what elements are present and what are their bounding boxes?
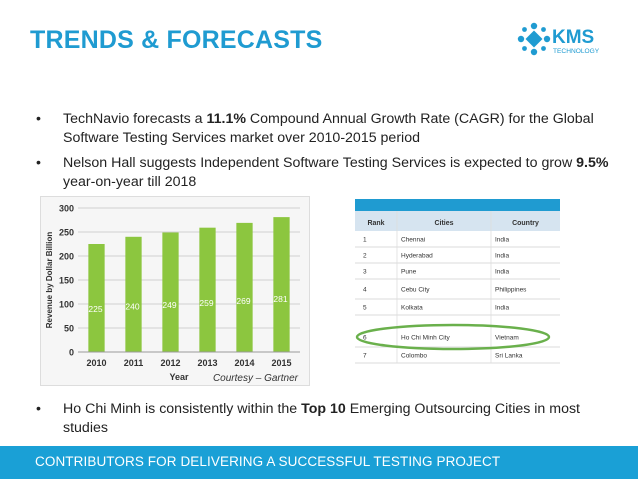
bullet-text-pre: Ho Chi Minh is consistently within the (63, 401, 302, 417)
table-header-row (355, 211, 560, 231)
y-axis-title: Revenue by Dollar Billion (45, 232, 54, 329)
x-tick-label: 2010 (86, 358, 106, 368)
table-cell: 7 (363, 353, 367, 360)
table-cell: Cebu City (401, 287, 430, 294)
bar (199, 227, 216, 352)
table-cell: 1 (363, 237, 367, 244)
table-cell: India (495, 253, 509, 260)
bullet-list-bottom: • Ho Chi Minh is consistently within the… (36, 400, 616, 444)
logo-brand: KMS (552, 27, 594, 48)
bullet-text-bold: Top 10 (301, 401, 346, 417)
bar-data-label: 269 (236, 296, 250, 306)
bullet-text-post: Emerging Outsourcing Cities in most stud… (63, 401, 580, 436)
table-cell: Colombo (401, 353, 427, 360)
x-axis-title: Year (169, 372, 189, 382)
table-cell: 3 (363, 269, 367, 276)
cities-table: Rank Cities Country 1 Chennai India 2 Hyderabad… (355, 199, 560, 374)
bar-data-label: 240 (125, 301, 139, 311)
table-header-cell: Rank (367, 220, 384, 227)
bar-data-label: 259 (199, 298, 213, 308)
slide-title: TRENDS & FORECASTS (30, 26, 323, 54)
bar (162, 232, 179, 352)
table-cell: Sri Lanka (495, 353, 523, 360)
x-tick-label: 2014 (234, 358, 254, 368)
table-cell: Ho Chi Minh City (401, 335, 451, 342)
bullet-item: • Nelson Hall suggests Independent Softw… (36, 154, 616, 192)
table-cell: India (495, 269, 509, 276)
bullet-text-bold: 9.5% (576, 155, 609, 171)
table-cell: Chennai (401, 237, 425, 244)
bar-data-label: 281 (273, 294, 287, 304)
bar-data-label: 249 (162, 300, 176, 310)
y-tick-label: 250 (59, 228, 74, 238)
table-top-band (355, 199, 560, 211)
bullet-text-post: Compound Annual Growth Rate (CAGR) for t… (63, 111, 594, 146)
x-tick-label: 2013 (197, 358, 217, 368)
bullet-text-pre: Nelson Hall suggests Independent Softwar… (63, 155, 577, 171)
x-tick-label: 2015 (271, 358, 291, 368)
table-cell: 6 (363, 335, 367, 342)
bar (273, 217, 290, 352)
logo-sub: TECHNOLOGY (553, 48, 600, 55)
table-cell: 4 (363, 287, 367, 294)
footer-bar: CONTRIBUTORS FOR DELIVERING A SUCCESSFUL… (0, 446, 638, 479)
revenue-chart-svg: 0 50 100 150 200 250 300 225 2010 240 2011 249 2012 2… (40, 196, 310, 386)
bullet-text-post: year-on-year till 2018 (63, 174, 197, 190)
table-cell: India (495, 305, 509, 312)
bullet-item: • Ho Chi Minh is consistently within the… (36, 400, 616, 438)
x-tick-label: 2011 (124, 358, 144, 368)
bar-data-label: 225 (88, 304, 102, 314)
table-cell: Kolkata (401, 305, 423, 312)
y-tick-label: 150 (59, 276, 74, 286)
revenue-chart: 0 50 100 150 200 250 300 225 2010 240 2011 249 2012 2… (40, 196, 310, 386)
table-header-cell: Cities (434, 220, 453, 227)
table-cell: Hyderabad (401, 253, 433, 260)
table-cell: 2 (363, 253, 367, 260)
highlight-ellipse (355, 323, 551, 351)
cities-table-svg: Rank Cities Country 1 Chennai India 2 Hyderabad… (355, 199, 560, 364)
bullet-dot: • (36, 111, 41, 127)
footer-text: CONTRIBUTORS FOR DELIVERING A SUCCESSFUL… (35, 454, 501, 469)
bullet-dot: • (36, 155, 41, 171)
kms-logo: KMS TECHNOLOGY (517, 22, 600, 56)
bar (236, 222, 253, 352)
bar (125, 236, 142, 352)
table-header-cell: Country (512, 220, 539, 227)
table-cell: Pune (401, 269, 417, 276)
y-tick-label: 200 (59, 252, 74, 262)
x-tick-label: 2012 (160, 358, 180, 368)
y-tick-label: 100 (59, 300, 74, 310)
table-cell: India (495, 237, 509, 244)
bullet-list-top: • TechNavio forecasts a 11.1% Compound A… (36, 110, 616, 198)
bar (88, 244, 105, 352)
kms-logo-icon (517, 22, 551, 56)
y-tick-label: 50 (64, 324, 74, 334)
bullet-text-bold: 11.1% (206, 111, 246, 127)
y-tick-label: 0 (69, 348, 74, 358)
y-tick-label: 300 (59, 204, 74, 214)
bullet-text-pre: TechNavio forecasts a (63, 111, 207, 127)
bullet-dot: • (36, 401, 41, 417)
table-cell: Vietnam (495, 335, 519, 342)
chart-annotation: Courtesy – Gartner (213, 373, 299, 384)
bullet-item: • TechNavio forecasts a 11.1% Compound A… (36, 110, 616, 148)
table-cell: 5 (363, 305, 367, 312)
table-cell: Philippines (495, 287, 527, 294)
